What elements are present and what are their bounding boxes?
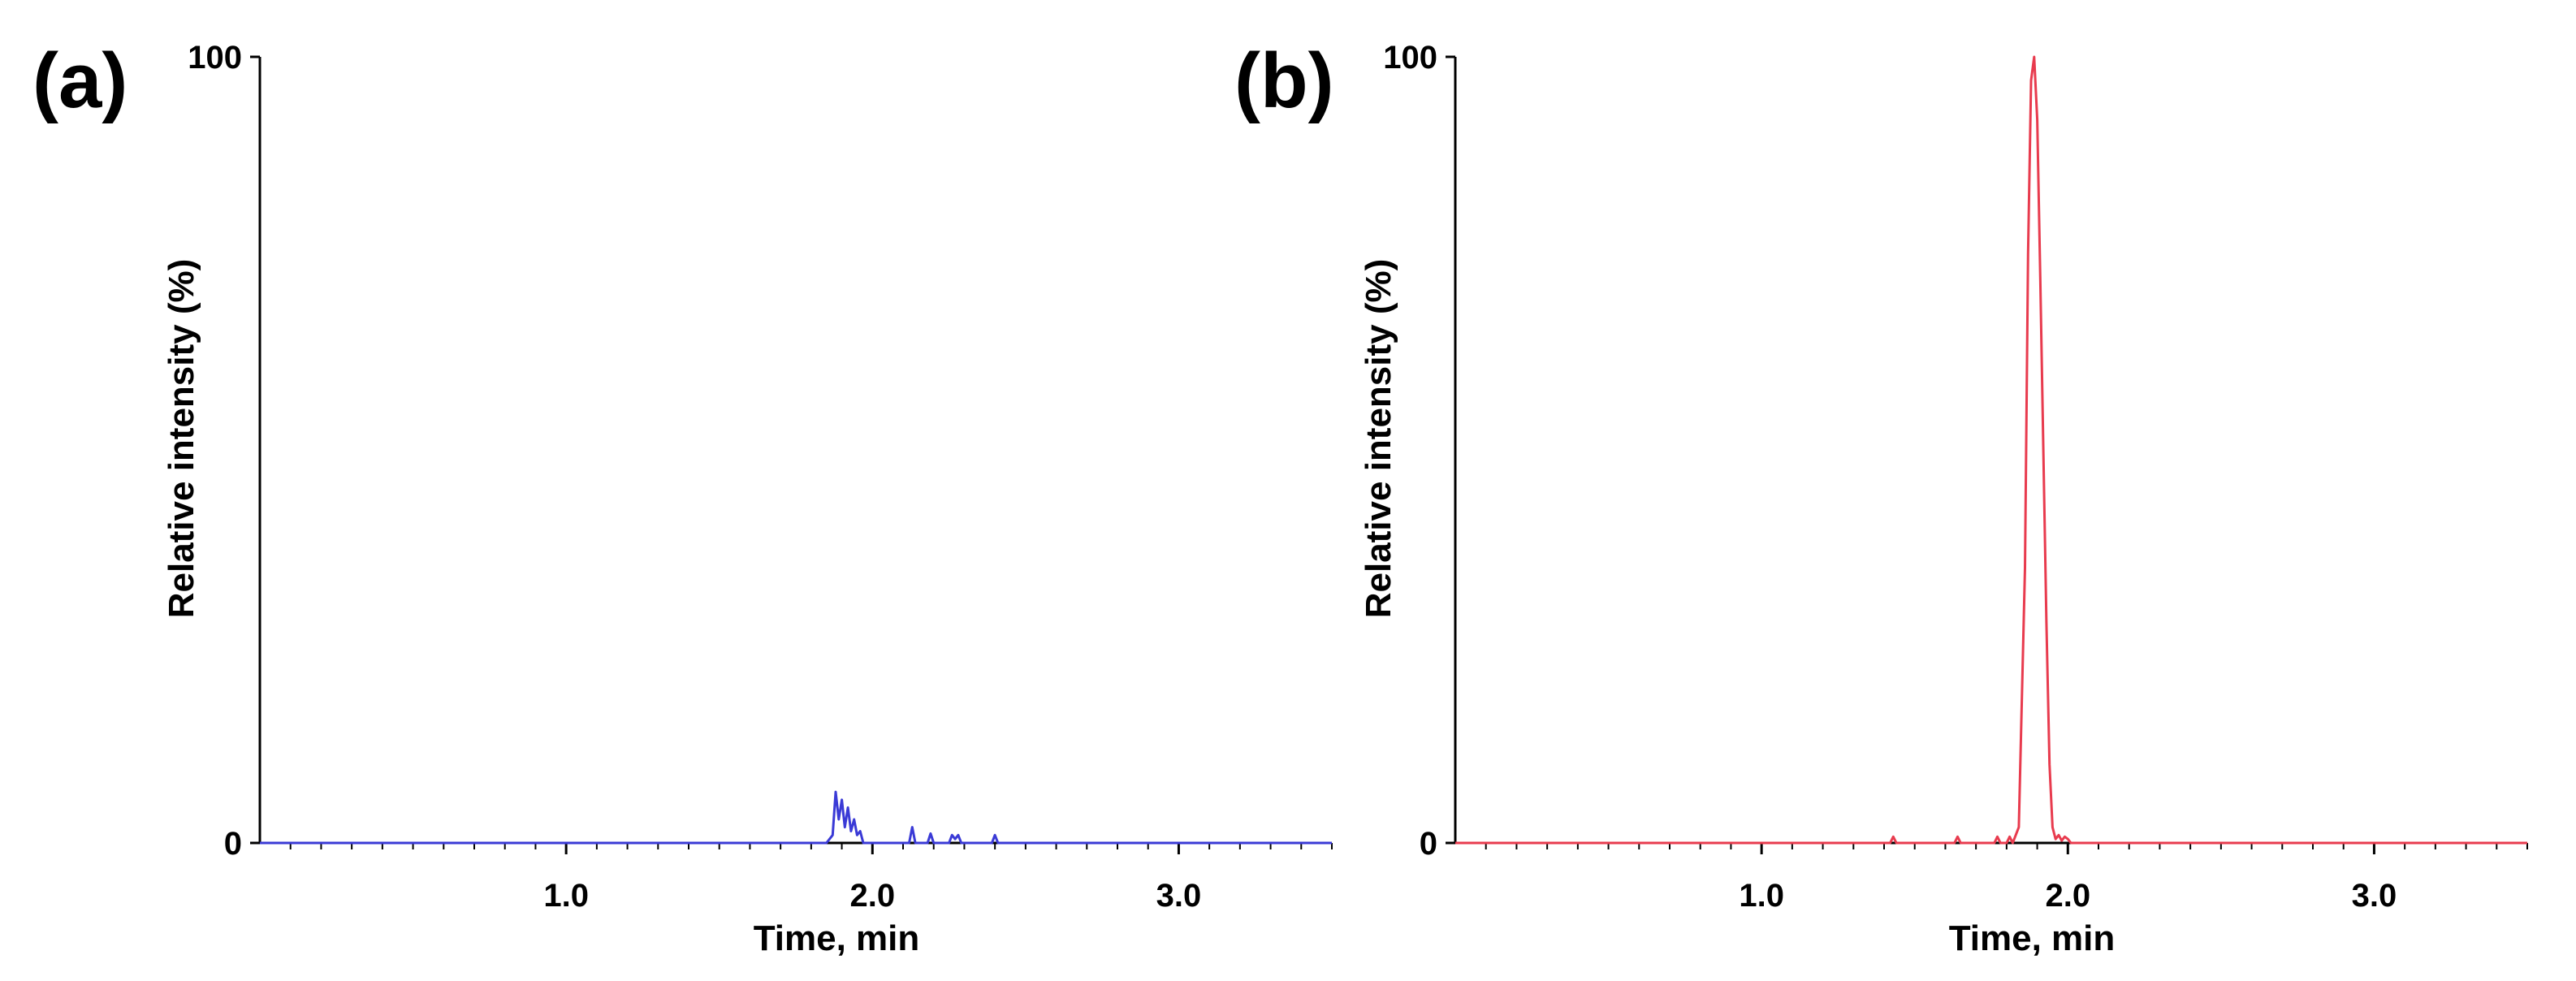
x-tick-label: 3.0 xyxy=(2352,878,2397,914)
series-line xyxy=(260,790,1332,845)
y-tick-label: 100 xyxy=(188,40,242,76)
panel-label: (b) xyxy=(1234,37,1334,124)
y-tick-label: 0 xyxy=(1420,826,1437,862)
panel-a: (a) Relative intensity (%) Time, min 1.0… xyxy=(32,37,1333,958)
y-tick-label: 100 xyxy=(1383,40,1437,76)
series-line xyxy=(1455,55,2527,845)
x-axis-title: Time, min xyxy=(754,918,920,958)
x-tick-label: 2.0 xyxy=(2045,878,2090,914)
panel-b: (b) Relative intensity (%) Time, min 1.0… xyxy=(1234,37,2528,958)
x-tick-label: 1.0 xyxy=(1739,878,1784,914)
y-tick-label: 0 xyxy=(224,826,242,862)
y-axis-title: Relative intensity (%) xyxy=(162,259,201,619)
x-tick-label: 3.0 xyxy=(1156,878,1202,914)
x-tick-label: 2.0 xyxy=(849,878,895,914)
panel-label: (a) xyxy=(32,37,128,124)
x-axis-title: Time, min xyxy=(1949,918,2116,958)
y-axis-title: Relative intensity (%) xyxy=(1359,259,1398,619)
x-tick-label: 1.0 xyxy=(543,878,589,914)
